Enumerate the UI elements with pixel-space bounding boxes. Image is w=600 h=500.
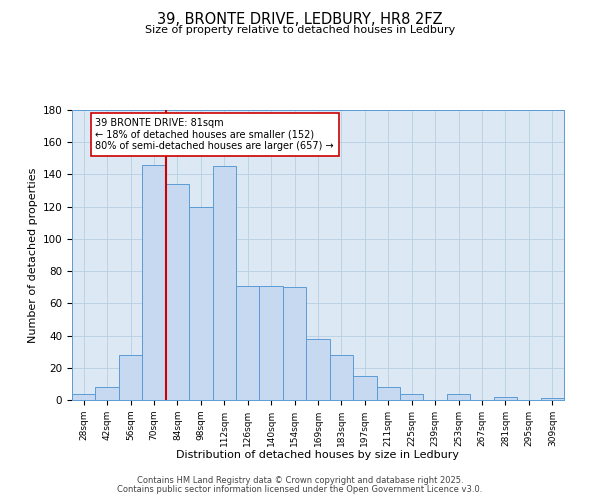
Bar [541, 398, 564, 400]
Text: Contains HM Land Registry data © Crown copyright and database right 2025.: Contains HM Land Registry data © Crown c… [137, 476, 463, 485]
Bar [189, 206, 212, 400]
Bar [142, 165, 166, 400]
Bar [166, 184, 189, 400]
Bar [212, 166, 236, 400]
Bar [236, 286, 259, 400]
Bar [494, 397, 517, 400]
Bar [377, 387, 400, 400]
Bar [330, 355, 353, 400]
Text: Size of property relative to detached houses in Ledbury: Size of property relative to detached ho… [145, 25, 455, 35]
X-axis label: Distribution of detached houses by size in Ledbury: Distribution of detached houses by size … [176, 450, 460, 460]
Bar [400, 394, 424, 400]
Text: 39, BRONTE DRIVE, LEDBURY, HR8 2FZ: 39, BRONTE DRIVE, LEDBURY, HR8 2FZ [157, 12, 443, 28]
Bar [95, 387, 119, 400]
Text: 39 BRONTE DRIVE: 81sqm
← 18% of detached houses are smaller (152)
80% of semi-de: 39 BRONTE DRIVE: 81sqm ← 18% of detached… [95, 118, 334, 152]
Bar [306, 339, 330, 400]
Bar [283, 287, 306, 400]
Bar [119, 355, 142, 400]
Y-axis label: Number of detached properties: Number of detached properties [28, 168, 38, 342]
Text: Contains public sector information licensed under the Open Government Licence v3: Contains public sector information licen… [118, 485, 482, 494]
Bar [447, 394, 470, 400]
Bar [259, 286, 283, 400]
Bar [72, 394, 95, 400]
Bar [353, 376, 377, 400]
